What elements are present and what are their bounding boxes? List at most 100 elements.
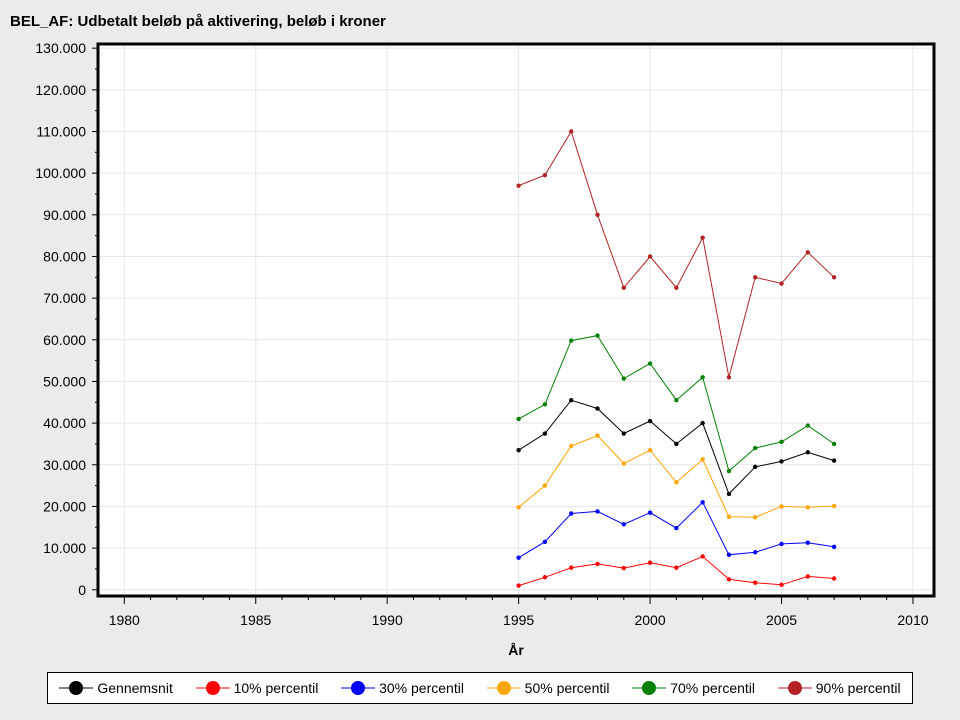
data-point-70-percentil <box>647 361 653 366</box>
x-tick-label: 1980 <box>109 612 140 628</box>
y-tick-label: 90.000 <box>43 207 86 223</box>
gridlines <box>98 44 934 596</box>
data-point-30-percentil <box>674 525 679 531</box>
data-point-10-percentil <box>805 574 811 579</box>
data-point-70-percentil <box>726 468 732 474</box>
data-point-10-percentil <box>700 554 705 559</box>
data-point-gennemsnit <box>779 459 784 464</box>
y-tick-label: 0 <box>78 582 86 598</box>
data-point-gennemsnit <box>647 418 653 424</box>
data-point-10-percentil <box>674 565 679 570</box>
data-point-70-percentil <box>595 333 600 338</box>
x-tick-label: 2000 <box>634 612 665 628</box>
data-point-50-percentil <box>700 457 705 462</box>
legend-item: 10% percentil <box>195 678 319 698</box>
data-point-10-percentil <box>753 580 758 585</box>
data-point-90-percentil <box>647 254 653 259</box>
axes: 0 10.000 20.000 30.000 40.000 50.000 60.000 70.… <box>35 40 928 628</box>
legend-swatch <box>777 681 812 695</box>
data-point-50-percentil <box>621 461 626 466</box>
data-point-90-percentil <box>595 212 600 218</box>
data-point-gennemsnit <box>726 491 732 497</box>
data-point-10-percentil <box>647 560 653 565</box>
data-point-10-percentil <box>569 565 574 570</box>
legend-swatch <box>195 681 230 695</box>
data-point-90-percentil <box>726 375 732 380</box>
data-point-50-percentil <box>779 504 784 509</box>
legend-label: Gennemsnit <box>97 680 173 696</box>
plot-frame <box>96 42 936 598</box>
legend: Gennemsnit 10% percentil 30% percentil 50% … <box>47 672 913 704</box>
legend-item: 50% percentil <box>486 678 609 698</box>
data-point-70-percentil <box>542 402 548 407</box>
data-point-10-percentil <box>726 577 732 582</box>
chart-title: BEL_AF: Udbetalt beløb på aktivering, be… <box>10 13 386 30</box>
data-point-90-percentil <box>779 281 784 286</box>
legend-swatch <box>341 681 376 695</box>
data-point-gennemsnit <box>700 420 705 426</box>
data-point-70-percentil <box>569 338 574 343</box>
y-tick-label: 130.000 <box>35 40 86 56</box>
data-point-90-percentil <box>569 129 574 134</box>
data-point-70-percentil <box>516 416 521 422</box>
data-point-50-percentil <box>595 433 600 438</box>
x-tick-label: 1995 <box>503 612 534 628</box>
legend-label: 90% percentil <box>815 680 901 696</box>
data-point-30-percentil <box>647 510 653 515</box>
x-axis-label: År <box>508 642 524 658</box>
data-point-50-percentil <box>542 483 548 488</box>
y-tick-label: 10.000 <box>43 540 86 556</box>
data-point-gennemsnit <box>569 397 574 403</box>
legend-swatch <box>486 681 521 695</box>
legend-label: 10% percentil <box>233 680 319 696</box>
data-point-70-percentil <box>621 376 626 381</box>
data-point-gennemsnit <box>831 458 837 463</box>
data-point-90-percentil <box>831 275 837 280</box>
y-tick-label: 30.000 <box>43 457 86 473</box>
legend-swatch <box>59 681 94 695</box>
line-chart: 0 10.000 20.000 30.000 40.000 50.000 60.000 70.… <box>35 40 936 658</box>
data-point-50-percentil <box>726 514 732 520</box>
data-point-70-percentil <box>779 439 784 445</box>
data-point-90-percentil <box>805 250 811 255</box>
data-point-50-percentil <box>516 505 521 510</box>
data-point-90-percentil <box>621 285 626 290</box>
data-point-30-percentil <box>779 541 784 547</box>
y-tick-label: 40.000 <box>43 415 86 431</box>
data-point-90-percentil <box>542 173 548 178</box>
data-point-90-percentil <box>753 275 758 280</box>
data-point-70-percentil <box>700 375 705 380</box>
data-point-gennemsnit <box>674 441 679 447</box>
data-point-30-percentil <box>726 552 732 557</box>
y-tick-label: 100.000 <box>35 165 86 181</box>
data-point-30-percentil <box>542 539 548 545</box>
data-point-10-percentil <box>779 582 784 587</box>
y-tick-label: 60.000 <box>43 332 86 348</box>
data-point-gennemsnit <box>542 431 548 436</box>
data-point-30-percentil <box>621 522 626 527</box>
data-point-50-percentil <box>569 443 574 449</box>
data-point-90-percentil <box>674 285 679 290</box>
data-point-30-percentil <box>516 555 521 560</box>
data-point-gennemsnit <box>621 431 626 436</box>
data-point-10-percentil <box>542 575 548 580</box>
data-point-gennemsnit <box>595 406 600 411</box>
y-tick-label: 110.000 <box>36 123 86 139</box>
data-point-50-percentil <box>805 505 811 510</box>
data-point-10-percentil <box>831 576 837 581</box>
data-point-30-percentil <box>700 500 705 505</box>
legend-item: Gennemsnit <box>59 678 173 698</box>
data-point-30-percentil <box>569 511 574 516</box>
data-point-30-percentil <box>595 509 600 514</box>
x-tick-label: 2010 <box>897 612 928 628</box>
data-point-70-percentil <box>674 397 679 403</box>
legend-label: 30% percentil <box>379 680 464 696</box>
legend-item: 90% percentil <box>777 678 901 698</box>
series-layer <box>516 129 837 588</box>
data-point-50-percentil <box>674 480 679 485</box>
data-point-90-percentil <box>516 183 521 188</box>
legend-label: 70% percentil <box>670 680 756 696</box>
x-tick-label: 1985 <box>240 612 271 628</box>
y-tick-label: 70.000 <box>43 290 86 306</box>
data-point-70-percentil <box>805 423 811 428</box>
